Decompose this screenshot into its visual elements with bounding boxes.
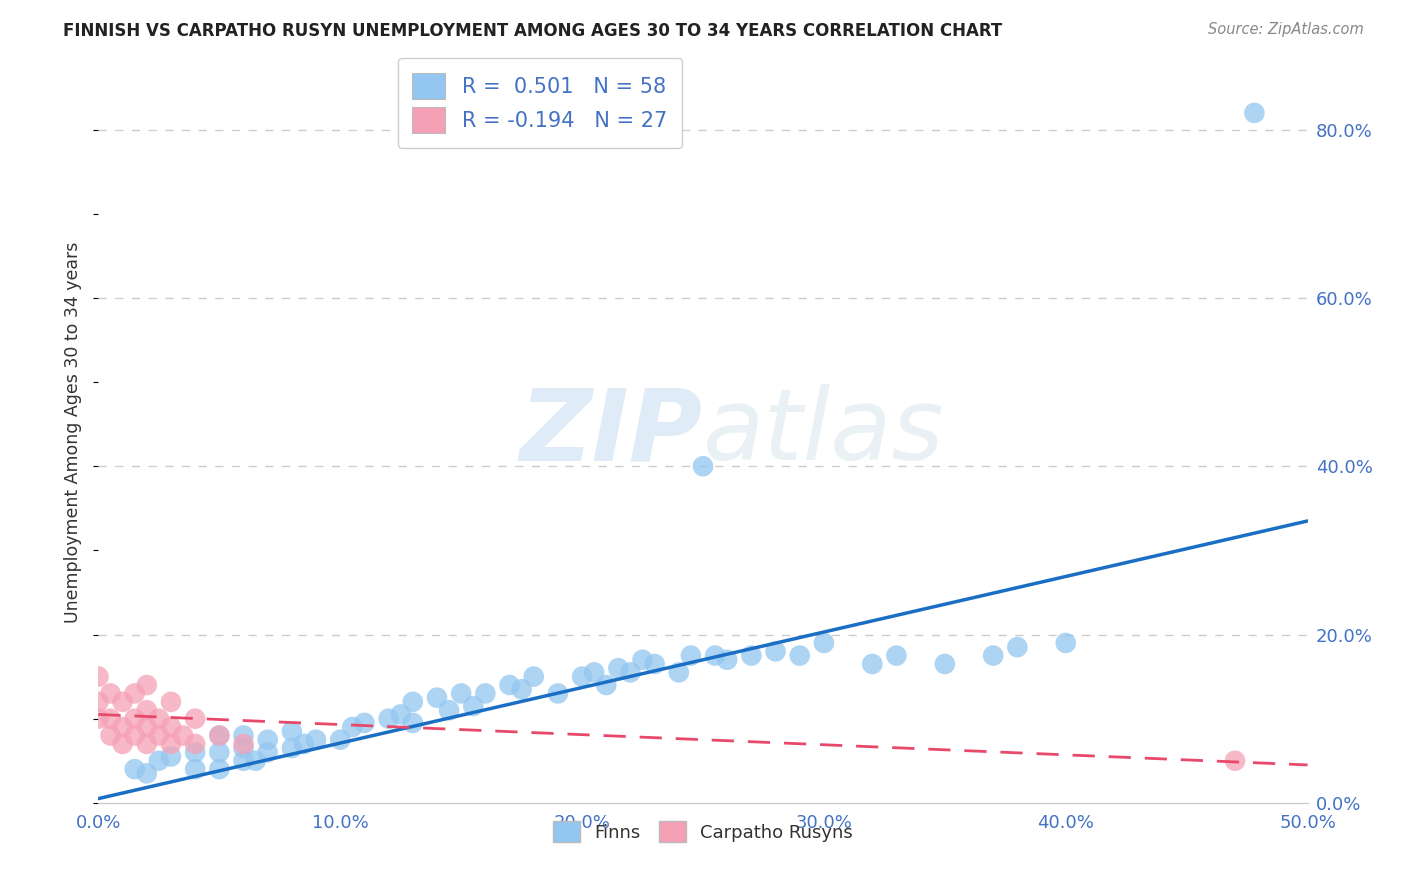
Point — [135, 703, 157, 717]
Point — [813, 636, 835, 650]
Point — [1243, 106, 1265, 120]
Point — [87, 695, 110, 709]
Point — [111, 695, 134, 709]
Point — [87, 670, 110, 684]
Point — [160, 720, 183, 734]
Point — [498, 678, 520, 692]
Point — [208, 762, 231, 776]
Point — [172, 729, 194, 743]
Point — [463, 699, 485, 714]
Point — [135, 766, 157, 780]
Point — [184, 745, 207, 759]
Point — [148, 712, 170, 726]
Point — [100, 686, 122, 700]
Point — [342, 720, 364, 734]
Point — [256, 745, 278, 759]
Point — [474, 686, 496, 700]
Point — [704, 648, 727, 663]
Point — [208, 729, 231, 743]
Point — [510, 682, 533, 697]
Point — [402, 715, 425, 730]
Point — [426, 690, 449, 705]
Point — [765, 644, 787, 658]
Point — [547, 686, 569, 700]
Point — [160, 695, 183, 709]
Point — [692, 459, 714, 474]
Point — [124, 686, 146, 700]
Point — [437, 703, 460, 717]
Point — [208, 729, 231, 743]
Point — [160, 737, 183, 751]
Point — [305, 732, 328, 747]
Point — [934, 657, 956, 671]
Point — [160, 749, 183, 764]
Point — [111, 737, 134, 751]
Point — [232, 754, 254, 768]
Point — [184, 737, 207, 751]
Point — [148, 754, 170, 768]
Point — [789, 648, 811, 663]
Point — [232, 741, 254, 756]
Point — [402, 695, 425, 709]
Text: ZIP: ZIP — [520, 384, 703, 481]
Point — [292, 737, 315, 751]
Legend: Finns, Carpatho Rusyns: Finns, Carpatho Rusyns — [546, 814, 860, 849]
Point — [1007, 640, 1029, 655]
Point — [100, 729, 122, 743]
Point — [135, 737, 157, 751]
Point — [184, 762, 207, 776]
Point — [644, 657, 666, 671]
Point — [353, 715, 375, 730]
Point — [245, 754, 267, 768]
Point — [619, 665, 641, 680]
Point — [124, 712, 146, 726]
Point — [281, 724, 304, 739]
Point — [1223, 754, 1246, 768]
Text: FINNISH VS CARPATHO RUSYN UNEMPLOYMENT AMONG AGES 30 TO 34 YEARS CORRELATION CHA: FINNISH VS CARPATHO RUSYN UNEMPLOYMENT A… — [63, 22, 1002, 40]
Point — [100, 712, 122, 726]
Point — [595, 678, 617, 692]
Point — [232, 729, 254, 743]
Y-axis label: Unemployment Among Ages 30 to 34 years: Unemployment Among Ages 30 to 34 years — [65, 242, 83, 624]
Point — [329, 732, 352, 747]
Point — [981, 648, 1004, 663]
Point — [256, 732, 278, 747]
Point — [523, 670, 546, 684]
Point — [716, 653, 738, 667]
Point — [886, 648, 908, 663]
Point — [135, 678, 157, 692]
Point — [668, 665, 690, 680]
Point — [583, 665, 606, 680]
Point — [860, 657, 883, 671]
Point — [148, 729, 170, 743]
Point — [124, 729, 146, 743]
Point — [87, 712, 110, 726]
Point — [208, 745, 231, 759]
Point — [607, 661, 630, 675]
Point — [124, 762, 146, 776]
Point — [1054, 636, 1077, 650]
Point — [389, 707, 412, 722]
Point — [571, 670, 593, 684]
Point — [631, 653, 654, 667]
Point — [377, 712, 399, 726]
Point — [281, 741, 304, 756]
Point — [111, 720, 134, 734]
Point — [679, 648, 702, 663]
Point — [135, 720, 157, 734]
Text: Source: ZipAtlas.com: Source: ZipAtlas.com — [1208, 22, 1364, 37]
Point — [740, 648, 762, 663]
Point — [184, 712, 207, 726]
Text: atlas: atlas — [703, 384, 945, 481]
Point — [232, 737, 254, 751]
Point — [450, 686, 472, 700]
